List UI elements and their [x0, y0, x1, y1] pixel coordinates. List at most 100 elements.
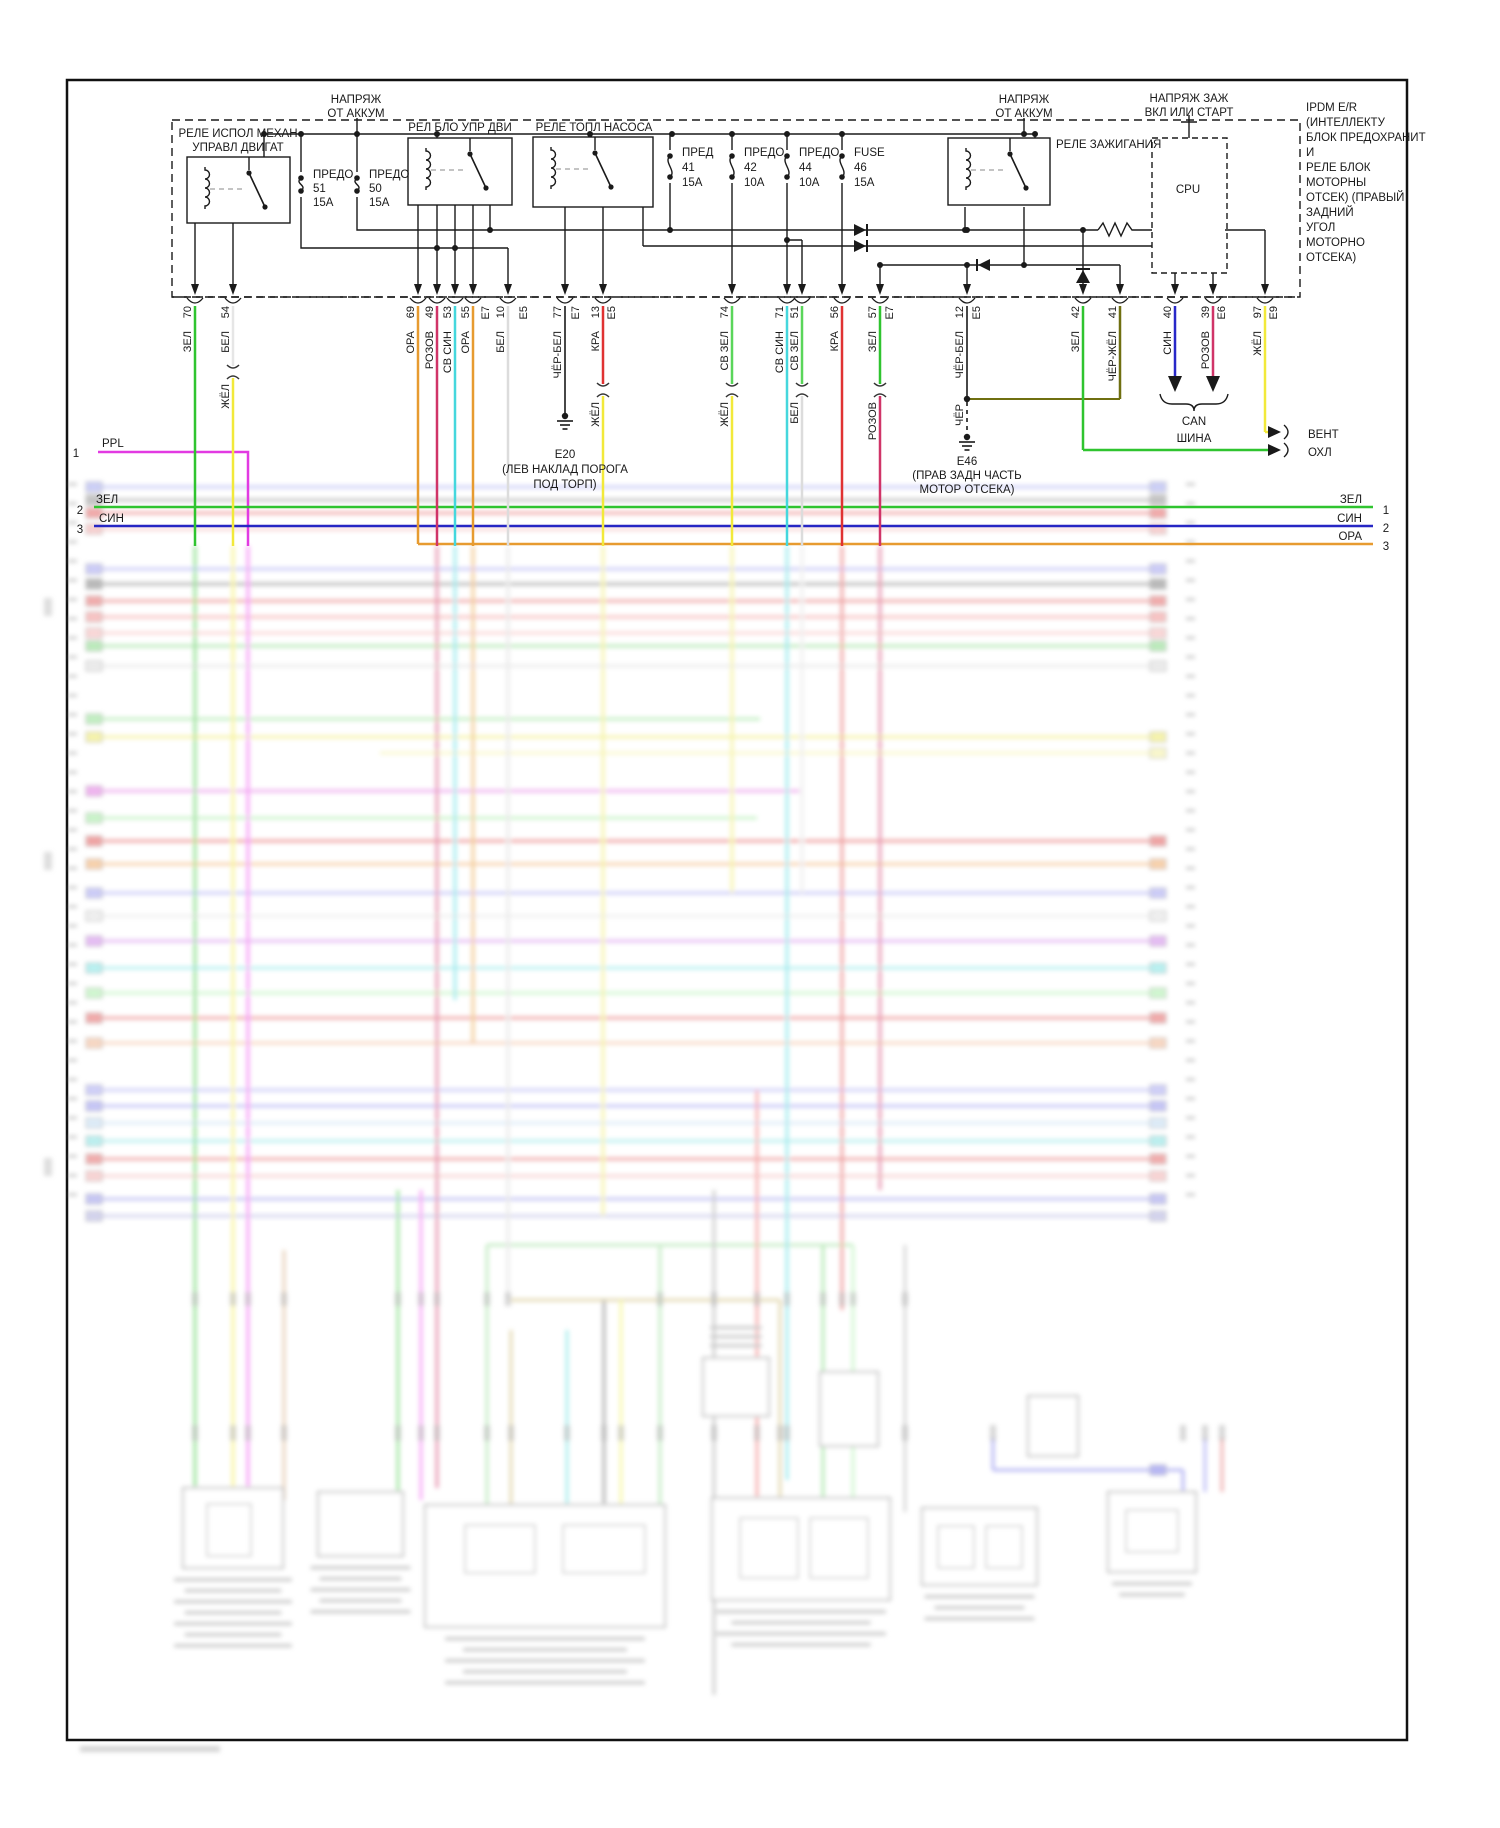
ground-label: (ЛЕВ НАКЛАД ПОРОГА: [502, 464, 628, 476]
wire-label: КРА: [590, 330, 602, 351]
pin-arrow-icon: [561, 284, 569, 295]
ipdm-text: И: [1306, 147, 1314, 159]
fuse-label: 10А: [744, 177, 765, 189]
pin-arrow-icon: [783, 284, 791, 295]
blurred-component: [701, 1326, 771, 1418]
blurred-component: [818, 1370, 880, 1448]
pin-53: 53 СВ СИН: [442, 284, 464, 546]
wire-label: 39: [1200, 306, 1212, 318]
fuse-label: ПРЕДО: [744, 147, 784, 159]
fuse-icon: [298, 175, 304, 194]
splice-icon: [596, 382, 610, 398]
bus-name: СИН: [99, 513, 124, 525]
pin-bracket-icon: [224, 297, 242, 304]
ipdm-text: МОТОРНЫ: [1306, 177, 1366, 189]
relay-label: РЕЛЕ ТОПЛ НАСОСА: [536, 122, 653, 134]
pin-10: 10 БЕЛ: [495, 284, 517, 546]
power-label: ОТ АККУМ: [327, 108, 384, 120]
fuse-label: FUSE: [854, 147, 885, 159]
relay-label: РЕЛЕ ИСПОЛ МЕХАН: [178, 128, 297, 140]
pin-55: 55 ОРА: [460, 284, 482, 546]
fan-label: ВЕНТ: [1308, 429, 1339, 441]
power-label: ОТ АККУМ: [995, 108, 1052, 120]
pin-arrow-icon: [451, 284, 459, 295]
wire-label: 54: [220, 306, 232, 318]
ipdm-text: ЗАДНИЙ: [1306, 206, 1354, 219]
wire-label: БЕЛ: [220, 331, 232, 353]
pin-arrow-icon: [229, 284, 237, 295]
wire-label: 97: [1252, 306, 1264, 318]
blurred-component: [310, 1490, 411, 1614]
wire-label: ЧЁР-БЕЛ: [552, 331, 564, 378]
fuse-label: 50: [369, 183, 382, 195]
wire-label: Е7: [884, 306, 896, 319]
wire-label: СВ СИН: [774, 331, 786, 373]
ground-label: Е46: [957, 456, 977, 468]
ground-label: Е20: [555, 449, 575, 461]
splice-icon: [795, 382, 809, 398]
wire-label: ЗЕЛ: [867, 331, 879, 352]
pin-arrow-icon: [504, 284, 512, 295]
wire-label: ЧЁР-ЖЁЛ: [1107, 331, 1119, 381]
wire-label: РОЗОВ: [1200, 331, 1212, 369]
wire-label: 71: [774, 306, 786, 318]
pin-bracket-icon: [428, 297, 446, 304]
wire-label: 56: [829, 306, 841, 318]
pin-bracket-icon: [1256, 297, 1274, 304]
ipdm-text: ОТСЕКА): [1306, 252, 1356, 264]
bus-num: 2: [77, 505, 83, 517]
pin-70: 70 ЗЕЛ: [182, 284, 204, 546]
pin-bracket-icon: [556, 297, 574, 304]
pin-bracket-icon: [793, 297, 811, 304]
bus-num: 3: [77, 524, 83, 536]
internal-wiring: [172, 115, 1300, 298]
bus-num: 1: [1383, 505, 1389, 517]
can-label: CAN: [1182, 416, 1206, 428]
fuse-icons: [298, 153, 845, 194]
fuse-label: ПРЕДО: [369, 169, 409, 181]
pin-arrow-icon: [599, 284, 607, 295]
wire-label: ЗЕЛ: [1070, 331, 1082, 352]
pin-arrow-icon: [728, 284, 736, 295]
relay-icon: [407, 137, 513, 206]
pin-bracket-icon: [464, 297, 482, 304]
splice-icon: [226, 364, 240, 380]
power-label: НАПРЯЖ: [999, 94, 1050, 106]
fuse-label: 10А: [799, 177, 820, 189]
wire-label: ЖЁЛ: [719, 402, 731, 427]
fan-label: ОХЛ: [1308, 447, 1332, 459]
pin-bracket-icon: [1166, 297, 1184, 304]
wire-label: 77: [552, 306, 564, 318]
fuse-icon: [839, 153, 845, 180]
fuse-icon: [667, 153, 673, 180]
wire-label: 53: [442, 306, 454, 318]
fan-arrow-icon: [1268, 444, 1281, 456]
relay-icon: [947, 137, 1051, 206]
pin-39: 39 РОЗОВ: [1200, 284, 1222, 392]
wire-label: 57: [867, 306, 879, 318]
splice-icon: [725, 382, 739, 398]
pin-54: 54 БЕЛ ЖЁЛ: [220, 284, 242, 546]
bus-name: PPL: [102, 438, 124, 450]
pin-bracket-icon: [594, 297, 612, 304]
ipdm-text: (ИНТЕЛЛЕКТУ: [1306, 117, 1386, 129]
pin-97: 97 ЖЁЛ: [1252, 284, 1274, 432]
pin-74: 74 СВ ЗЕЛ ЖЁЛ: [719, 284, 741, 546]
fuse-icon: [354, 175, 360, 194]
fuse-label: ПРЕД: [682, 147, 714, 159]
pin-bracket-icon: [833, 297, 851, 304]
wire-label: КРА: [829, 330, 841, 351]
ipdm-text: УГОЛ: [1306, 222, 1335, 234]
can-arrow-icon: [1206, 376, 1220, 392]
ipdm-text: IPDM E/R: [1306, 102, 1357, 114]
splice-icon: [873, 382, 887, 398]
ground-label: (ПРАВ ЗАДН ЧАСТЬ: [912, 470, 1021, 482]
wire-label: 70: [182, 306, 194, 318]
pin-56: 56 КРА: [829, 284, 851, 546]
relay-boxes: [186, 136, 1051, 224]
pin-bracket-icon: [1111, 297, 1129, 304]
fuse-label: 41: [682, 162, 695, 174]
relay-label: УПРАВЛ ДВИГАТ: [192, 142, 283, 154]
ipdm-text: МОТОРНО: [1306, 237, 1365, 249]
